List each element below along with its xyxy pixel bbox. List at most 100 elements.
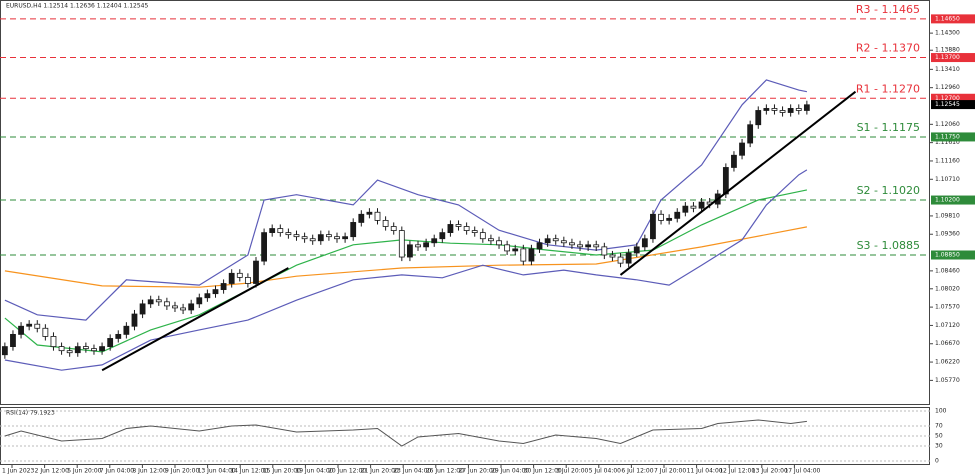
rsi-title: RSI(14) 79.1923: [6, 410, 55, 417]
level-tag-label: 1.08850: [935, 251, 960, 258]
candle-body: [787, 108, 794, 113]
y-tick-label: 1.08020: [935, 285, 960, 292]
candle-body: [755, 110, 762, 126]
candle-body: [423, 242, 430, 248]
candle-body: [269, 228, 276, 234]
candle-body: [504, 244, 511, 252]
candle-body: [172, 305, 178, 309]
last-price-label: 1.12545: [935, 101, 960, 108]
indicator-line: [4, 79, 808, 321]
y-tick-label: 1.11160: [935, 157, 960, 164]
candle-body: [228, 272, 235, 284]
x-tick-label: 12 Jul 12:00: [719, 468, 755, 475]
candle-body: [309, 238, 316, 242]
trendline: [619, 90, 857, 276]
candle-body: [123, 325, 130, 335]
candle-body: [147, 299, 154, 305]
candle-body: [42, 327, 49, 337]
y-tick-label: 1.09810: [935, 212, 960, 219]
level-label: S3 - 1.0885: [857, 239, 920, 252]
x-tick-label: 6 Jul 12:00: [621, 468, 653, 475]
y-tick-label: 1.09360: [935, 231, 960, 238]
y-tick-label: 1.10710: [935, 176, 960, 183]
y-tick-label: 1.07120: [935, 322, 960, 329]
candle-body: [415, 244, 421, 248]
candle-body: [463, 226, 470, 231]
candle-body: [496, 240, 502, 246]
level-label: R3 - 1.1465: [856, 3, 920, 16]
candle-body: [455, 224, 462, 227]
candle-body: [350, 222, 357, 238]
x-tick-label: 17 Jul 04:00: [784, 468, 820, 475]
x-tick-label: 13 Jun 04:00: [198, 468, 236, 475]
x-tick-label: 21 Jun 20:00: [361, 468, 399, 475]
candle-body: [633, 246, 640, 254]
y-tick-label: 1.08460: [935, 267, 960, 274]
candle-body: [763, 108, 770, 111]
x-tick-label: 23 Jun 04:00: [393, 468, 431, 475]
x-tick-label: 13 Jul 20:00: [752, 468, 788, 475]
candle-body: [585, 244, 592, 248]
rsi-tick-label: 70: [935, 423, 943, 430]
candle-body: [544, 238, 551, 244]
candle-body: [317, 234, 324, 242]
rsi-tick-label: 50: [935, 433, 943, 440]
candle-body: [512, 248, 519, 252]
candle-body: [326, 234, 332, 238]
candle-body: [674, 211, 681, 219]
indicator-line: [4, 169, 808, 371]
x-tick-label: 15 Jun 20:00: [263, 468, 301, 475]
candle-body: [342, 236, 349, 240]
level-tag-label: 1.11750: [935, 133, 960, 140]
x-tick-label: 30 Jun 12:00: [524, 468, 562, 475]
candle-body: [358, 213, 365, 223]
x-tick-label: 1 Jun 2023: [2, 468, 34, 475]
candle-body: [10, 333, 16, 347]
candle-body: [293, 234, 300, 238]
candle-body: [609, 254, 616, 258]
x-tick-label: 3 Jul 20:00: [556, 468, 588, 475]
y-tick-label: 1.13410: [935, 66, 960, 73]
candle-body: [139, 303, 146, 315]
y-tick-label: 1.06670: [935, 340, 960, 347]
candle-body: [569, 242, 575, 246]
candle-body: [91, 348, 97, 352]
candle-body: [795, 108, 802, 111]
candle-body: [155, 299, 162, 303]
rsi-tick-label: 0: [935, 458, 939, 465]
candle-body: [641, 238, 648, 248]
candle-body: [58, 346, 65, 352]
x-tick-label: 14 Jun 12:00: [230, 468, 268, 475]
candle-body: [180, 307, 186, 311]
last-price-tag: [931, 100, 975, 110]
candle-body: [261, 232, 267, 262]
level-label: S1 - 1.1175: [857, 121, 920, 134]
rsi-tick-label: 30: [935, 443, 943, 450]
candle-body: [690, 205, 697, 209]
candle-body: [771, 108, 778, 111]
level-label: R1 - 1.1270: [856, 82, 920, 95]
y-tick-label: 1.12060: [935, 121, 960, 128]
main-panel: [0, 0, 930, 405]
x-tick-label: 7 Jun 04:00: [100, 468, 134, 475]
candle-body: [374, 211, 381, 221]
candle-body: [99, 346, 105, 352]
x-tick-label: 29 Jun 04:00: [491, 468, 529, 475]
candle-body: [779, 110, 786, 113]
candle-body: [698, 201, 705, 209]
candle-body: [479, 232, 486, 240]
candle-body: [66, 350, 73, 354]
x-tick-label: 26 Jun 12:00: [426, 468, 464, 475]
candle-body: [390, 226, 397, 231]
candle-body: [196, 297, 203, 305]
level-tag: [931, 53, 975, 63]
x-tick-label: 11 Jul 04:00: [687, 468, 723, 475]
x-tick-label: 2 Jun 12:00: [35, 468, 69, 475]
x-tick-label: 8 Jun 12:00: [132, 468, 166, 475]
candle-body: [115, 333, 122, 339]
candle-body: [447, 224, 454, 234]
y-tick-label: 1.07570: [935, 304, 960, 311]
level-label: R2 - 1.1370: [856, 42, 920, 55]
candle-body: [658, 213, 664, 221]
candle-body: [407, 244, 413, 258]
